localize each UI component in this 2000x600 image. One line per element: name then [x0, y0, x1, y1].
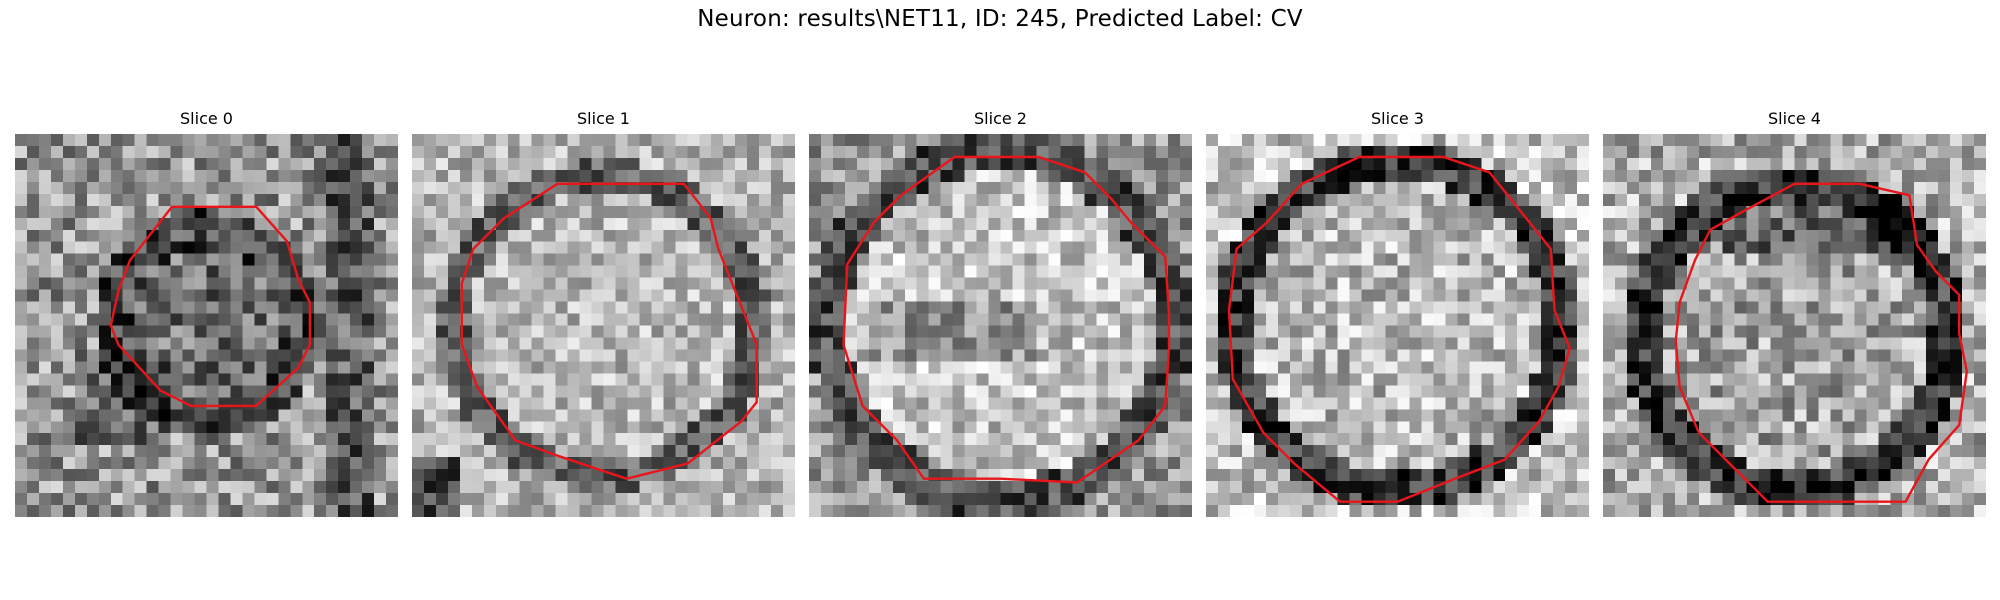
slice-image-0: [15, 134, 398, 517]
segmentation-contour-0: [109, 205, 312, 408]
slice-image-2: [809, 134, 1192, 517]
segmentation-contour-3: [1227, 155, 1571, 503]
slice-micrograph-4: [1603, 134, 1986, 517]
slice-title-0: Slice 0: [180, 109, 233, 128]
slice-title-4: Slice 4: [1768, 109, 1821, 128]
segmentation-contour-1: [460, 182, 758, 480]
slice-micrograph-2: [809, 134, 1192, 517]
slice-micrograph-1: [412, 134, 795, 517]
slice-image-1: [412, 134, 795, 517]
slice-title-1: Slice 1: [577, 109, 630, 128]
segmentation-contour-4: [1674, 182, 1968, 503]
slice-title-2: Slice 2: [974, 109, 1027, 128]
slice-micrograph-0: [15, 134, 398, 517]
figure-title: Neuron: results\NET11, ID: 245, Predicte…: [697, 6, 1303, 32]
slice-image-3: [1206, 134, 1589, 517]
segmentation-contour-2: [842, 155, 1171, 484]
slice-title-3: Slice 3: [1371, 109, 1424, 128]
slice-micrograph-3: [1206, 134, 1589, 517]
slice-image-4: [1603, 134, 1986, 517]
